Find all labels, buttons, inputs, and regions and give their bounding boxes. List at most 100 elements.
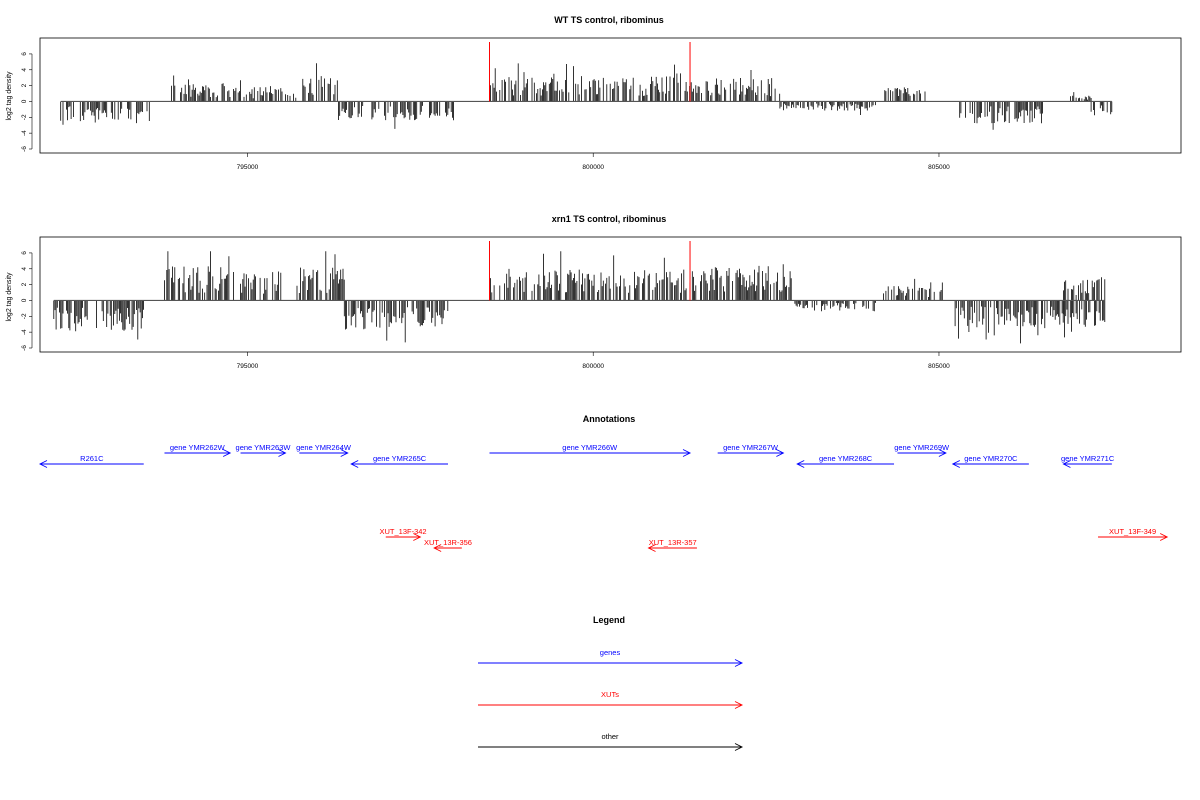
gene-arrow-head (951, 460, 961, 468)
gene-feature: gene YMR269W (894, 443, 950, 457)
gene-label: gene YMR262W (170, 443, 226, 452)
xrn1-x-tick-label: 800000 (582, 363, 604, 370)
xut-arrow-head (433, 544, 442, 552)
wt-panel-title: WT TS control, ribominus (554, 15, 664, 25)
xrn1-y-tick-label: 2 (21, 282, 28, 286)
xrn1-bar-series-segment (164, 251, 234, 301)
wt-bar-series-segment (302, 63, 338, 102)
xut-label: XUT_13R-356 (424, 538, 472, 547)
wt-x-tick-label: 805000 (928, 164, 950, 171)
xrn1-density-panel: xrn1 TS control, ribominus log2 tag dens… (6, 214, 1182, 370)
xrn1-bar-series-segment (1063, 277, 1106, 301)
gene-feature: gene YMR264W (296, 443, 352, 457)
legend-arrow-head (734, 743, 744, 751)
gene-label: gene YMR265C (373, 454, 427, 463)
annotations-track: Annotations R261C gene YMR262W gene YMR263… (38, 414, 1169, 552)
wt-y-axis-label: log2 tag density (6, 71, 13, 121)
xrn1-plot-frame (39, 236, 1182, 353)
xrn1-density-bars (53, 251, 1106, 344)
gene-arrow-head (340, 449, 349, 457)
gene-arrow-head (350, 460, 359, 468)
wt-y-tick-label: 0 (21, 99, 28, 103)
xrn1-y-tick-label: -4 (21, 329, 28, 335)
xrn1-y-tick-label: 0 (21, 298, 28, 302)
gene-feature: gene YMR263W (236, 443, 292, 457)
gene-arrow-head (38, 460, 48, 468)
wt-y-tick-label: -4 (21, 130, 28, 136)
gene-label: gene YMR263W (236, 443, 292, 452)
legend-title: Legend (593, 615, 625, 625)
gene-label: gene YMR271C (1061, 454, 1115, 463)
gene-arrow-head (938, 449, 947, 457)
wt-region-markers (488, 42, 691, 102)
xrn1-y-tick-label: 4 (21, 267, 28, 271)
wt-density-bars (60, 63, 1113, 130)
xrn1-y-axis-label: log2 tag density (6, 272, 13, 322)
xut-arrow-head (647, 544, 656, 552)
wt-bar-series-segment (233, 80, 268, 102)
gene-feature: gene YMR271C (1061, 454, 1115, 468)
wt-bar-series-segment (489, 63, 690, 102)
legend-item-genes: genes (478, 648, 744, 667)
wt-bar-series-segment (779, 101, 876, 115)
gene-label: gene YMR268C (819, 454, 873, 463)
legend-label: other (601, 732, 619, 741)
xut-label: XUT_13R-357 (649, 538, 697, 547)
gene-arrow-head (1062, 460, 1071, 468)
xut-arrow-head (1159, 533, 1169, 541)
xrn1-bar-series-segment (794, 300, 876, 312)
xut-label: XUT_13F-349 (1109, 527, 1156, 536)
xrn1-bar-series-segment (296, 251, 345, 301)
legend-item-other: other (478, 732, 744, 751)
wt-y-tick-label: 6 (21, 52, 28, 56)
xrn1-bar-series-segment (689, 264, 792, 301)
xrn1-x-tick-label: 805000 (928, 363, 950, 370)
gene-arrow-head (222, 449, 232, 457)
xrn1-y-tick-label: -6 (21, 345, 28, 351)
gene-feature: R261C (38, 454, 144, 468)
wt-y-tick-label: -6 (21, 146, 28, 152)
gene-label: gene YMR264W (296, 443, 352, 452)
wt-bar-series-segment (690, 70, 781, 102)
xrn1-bar-series-segment (1063, 300, 1106, 338)
wt-bar-series-segment (884, 87, 926, 102)
wt-plot-frame (39, 37, 1182, 154)
wt-bar-series-segment (171, 75, 231, 102)
xrn1-x-axis: 795000 800000 805000 (237, 352, 950, 370)
xut-feature: XUT_13F-342 (379, 527, 427, 541)
wt-x-tick-label: 800000 (582, 164, 604, 171)
wt-density-panel: WT TS control, ribominus log2 tag densit… (6, 15, 1182, 171)
xrn1-region-markers (488, 241, 691, 301)
wt-bar-series-segment (269, 86, 297, 102)
gene-label: gene YMR267W (723, 443, 779, 452)
gene-feature: gene YMR270C (951, 454, 1029, 468)
gene-feature: gene YMR266W (489, 443, 692, 457)
legend-arrow-head (734, 701, 744, 709)
xrn1-bar-series-segment (490, 251, 687, 301)
legend-items: genes XUTs other (478, 648, 744, 751)
xut-label: XUT_13F-342 (379, 527, 426, 536)
gene-label: gene YMR270C (964, 454, 1018, 463)
xrn1-bar-series-segment (883, 278, 943, 301)
annotation-features: R261C gene YMR262W gene YMR263W gene YMR264… (38, 443, 1169, 552)
legend: Legend genes XUTs other (478, 615, 744, 751)
wt-bar-series-segment (959, 101, 1043, 130)
gene-label: gene YMR269W (894, 443, 950, 452)
xrn1-bar-series-segment (53, 300, 144, 340)
wt-bar-series-segment (338, 101, 454, 129)
xut-feature: XUT_13R-356 (424, 538, 472, 552)
annotations-title: Annotations (583, 414, 636, 424)
xrn1-panel-title: xrn1 TS control, ribominus (552, 214, 667, 224)
gene-label: R261C (80, 454, 104, 463)
xrn1-bar-series-segment (240, 271, 282, 301)
gene-feature: gene YMR262W (164, 443, 232, 457)
gene-arrow-head (776, 449, 785, 457)
xrn1-y-axis: 6 4 2 0 -2 -4 -6 (21, 251, 33, 351)
legend-arrow-head (734, 659, 744, 667)
xrn1-x-tick-label: 795000 (237, 363, 259, 370)
wt-bar-series-segment (60, 101, 150, 125)
xrn1-y-tick-label: -2 (21, 313, 28, 319)
xut-arrow-head (413, 533, 422, 541)
xrn1-bar-series-segment (954, 300, 1064, 344)
